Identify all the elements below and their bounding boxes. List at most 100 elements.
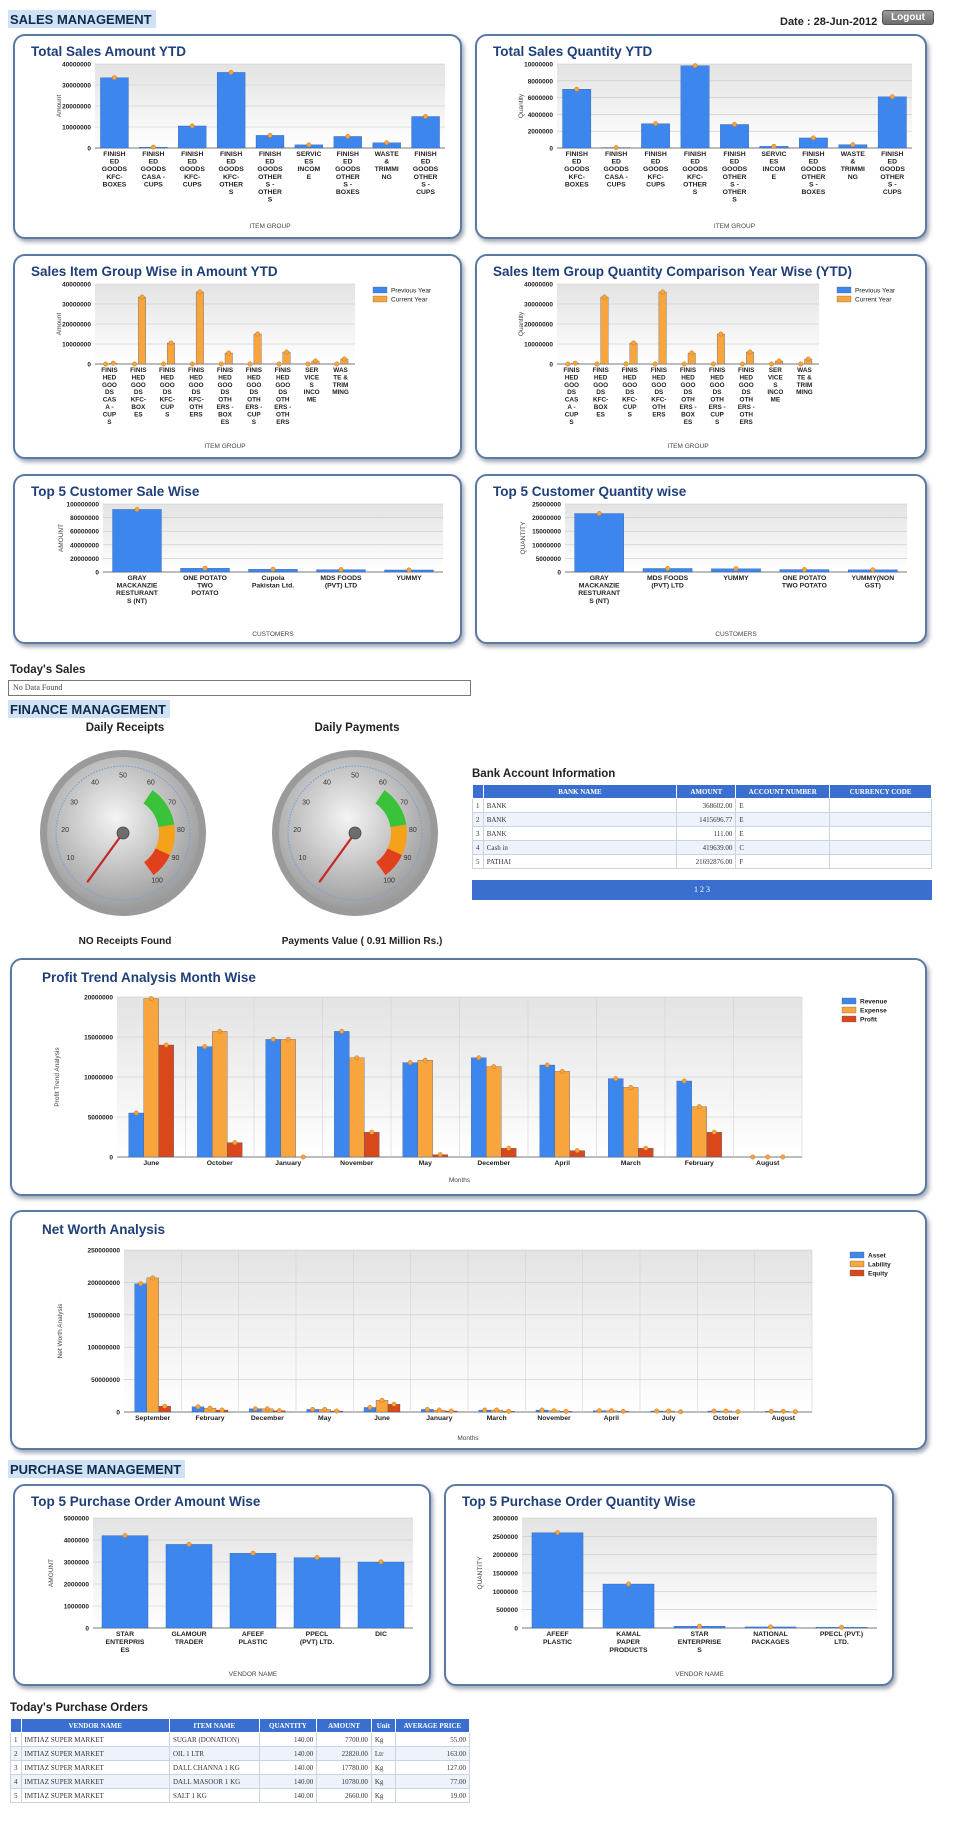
bar-marker [563,1408,569,1414]
bar-marker [798,361,804,367]
x-tick-label: GOO [651,382,666,389]
table-header-cell[interactable]: QUANTITY [258,1718,318,1733]
y-axis-label: QUANTITY [520,521,527,555]
legend-swatch [841,997,857,1005]
table-row[interactable]: 4 IMTIAZ SUPER MARKET DALL MASOOR 1 KG 140.… [10,1774,471,1789]
gauge-tick-label: 10 [299,855,307,862]
table-header-cell[interactable]: BANK NAME [482,784,678,799]
gauge-minor-ticks [55,765,191,901]
table-header-cell[interactable] [472,784,484,799]
x-tick-label: OTHER [336,174,360,181]
table-row[interactable]: 2 BANK 1415696.77 E [472,812,932,827]
y-axis-label: Quantity [518,93,525,118]
x-tick-label: DS [105,389,115,396]
bar-marker [264,1406,270,1412]
table-cell: E [735,812,831,827]
bar [411,116,440,149]
x-tick-label: CASA - [605,174,628,181]
table-cell [829,854,932,869]
gauge-tick-label: 30 [70,799,78,806]
x-tick-label: ED [421,159,431,166]
table-row[interactable]: 3 IMTIAZ SUPER MARKET DALL CHANNA 1 KG 140.… [10,1760,471,1775]
x-tick-label: STAR [116,1631,134,1638]
bar [600,296,609,365]
table-header-cell[interactable]: Unit [370,1718,396,1733]
y-tick-label: 1000000 [493,1589,519,1596]
bank-table-pager[interactable]: 1 2 3 [472,880,932,900]
bar [134,1283,147,1413]
y-tick-label: 20000000 [62,322,91,329]
x-tick-label: BOXES [336,189,360,196]
table-header-cell[interactable]: AVERAGE PRICE [394,1718,471,1733]
x-tick-label: HED [652,374,666,381]
y-tick-label: 0 [87,362,91,369]
x-tick-label: PPECL [306,1631,329,1638]
todays-sales-title: Today's Sales [10,664,86,676]
table-header-cell[interactable] [10,1718,22,1733]
x-tick-label: ED [651,159,661,166]
bar-marker [219,1407,225,1413]
y-tick-label: 60000000 [70,529,99,536]
x-tick-label: ENTERPRISE [678,1639,722,1646]
gauge-band-red [376,848,403,876]
table-row[interactable]: 2 IMTIAZ SUPER MARKET OIL 1 LTR 140.00 22820… [10,1746,471,1761]
bar-marker [476,1055,482,1061]
table-row[interactable]: 5 IMTIAZ SUPER MARKET SALT 1 KG 140.00 2660.… [10,1788,471,1803]
gauge-band-orange [155,824,175,856]
x-tick-label: ED [888,159,898,166]
table-header-cell[interactable]: ITEM NAME [168,1718,260,1733]
bar-marker [270,566,276,572]
table-header-cell[interactable]: VENDOR NAME [20,1718,170,1733]
table-row[interactable]: 1 BANK 368602.00 E [472,798,932,813]
gauge-minor-ticks [287,765,423,901]
table-row[interactable]: 5 PATHAI 21692876.00 F [472,854,932,869]
x-tick-label: GRAY [127,575,146,582]
table-header-cell[interactable]: AMOUNT [676,784,737,799]
bar-marker [696,1104,702,1110]
table-header-cell[interactable]: AMOUNT [316,1718,372,1733]
x-tick-label: FINIS [246,367,263,374]
x-tick-label: CUP [623,404,637,411]
y-tick-label: 10000000 [532,542,561,549]
bar [402,1062,418,1158]
x-tick-label: SERVIC [296,151,321,158]
table-header-cell[interactable]: ACCOUNT NUMBER [735,784,831,799]
bar [229,1553,277,1629]
x-tick-label: S [268,197,273,204]
bar-marker [506,1145,512,1151]
x-tick-label: DS [742,389,752,396]
x-tick-label: HED [565,374,579,381]
bar-marker [437,1152,443,1158]
logout-button[interactable]: Logout [882,10,934,25]
table-cell [829,812,932,827]
table-cell: OIL 1 LTR [168,1746,260,1761]
legend-swatch [841,1015,857,1023]
y-tick-label: 40000000 [62,62,91,69]
table-row[interactable]: 1 IMTIAZ SUPER MARKET SUGAR (DONATION) 140.… [10,1732,471,1747]
x-tick-label: DS [625,389,635,396]
x-tick-label: OTHER [723,174,747,181]
x-tick-label: ONE POTATO [782,575,826,582]
y-tick-label: 30000000 [62,302,91,309]
table-row[interactable]: 4 Cash in 419639.00 C [472,840,932,855]
x-tick-label: ERS - [709,404,726,411]
x-tick-label: CUPS [607,181,626,188]
bar [486,1066,502,1158]
table-cell: 140.00 [258,1774,318,1789]
x-tick-label: OTH [276,397,290,404]
x-tick-label: OTHER [880,174,904,181]
table-cell: 4 [10,1774,22,1789]
bar-marker [805,356,811,362]
x-tick-label: ED [572,159,582,166]
bar-marker [574,86,580,92]
bar-marker [631,340,636,346]
gauge-tick-label: 20 [61,827,69,834]
x-tick-label: GST) [865,583,881,590]
table-row[interactable]: 3 BANK 111.00 E [472,826,932,841]
table-header-cell[interactable]: CURRENCY CODE [829,784,932,799]
x-tick-label: TWO [197,583,213,590]
bar-marker [189,361,195,367]
bar-marker [255,331,261,337]
x-tick-label: GRAY [590,575,609,582]
legend-label: Current Year [855,297,892,304]
